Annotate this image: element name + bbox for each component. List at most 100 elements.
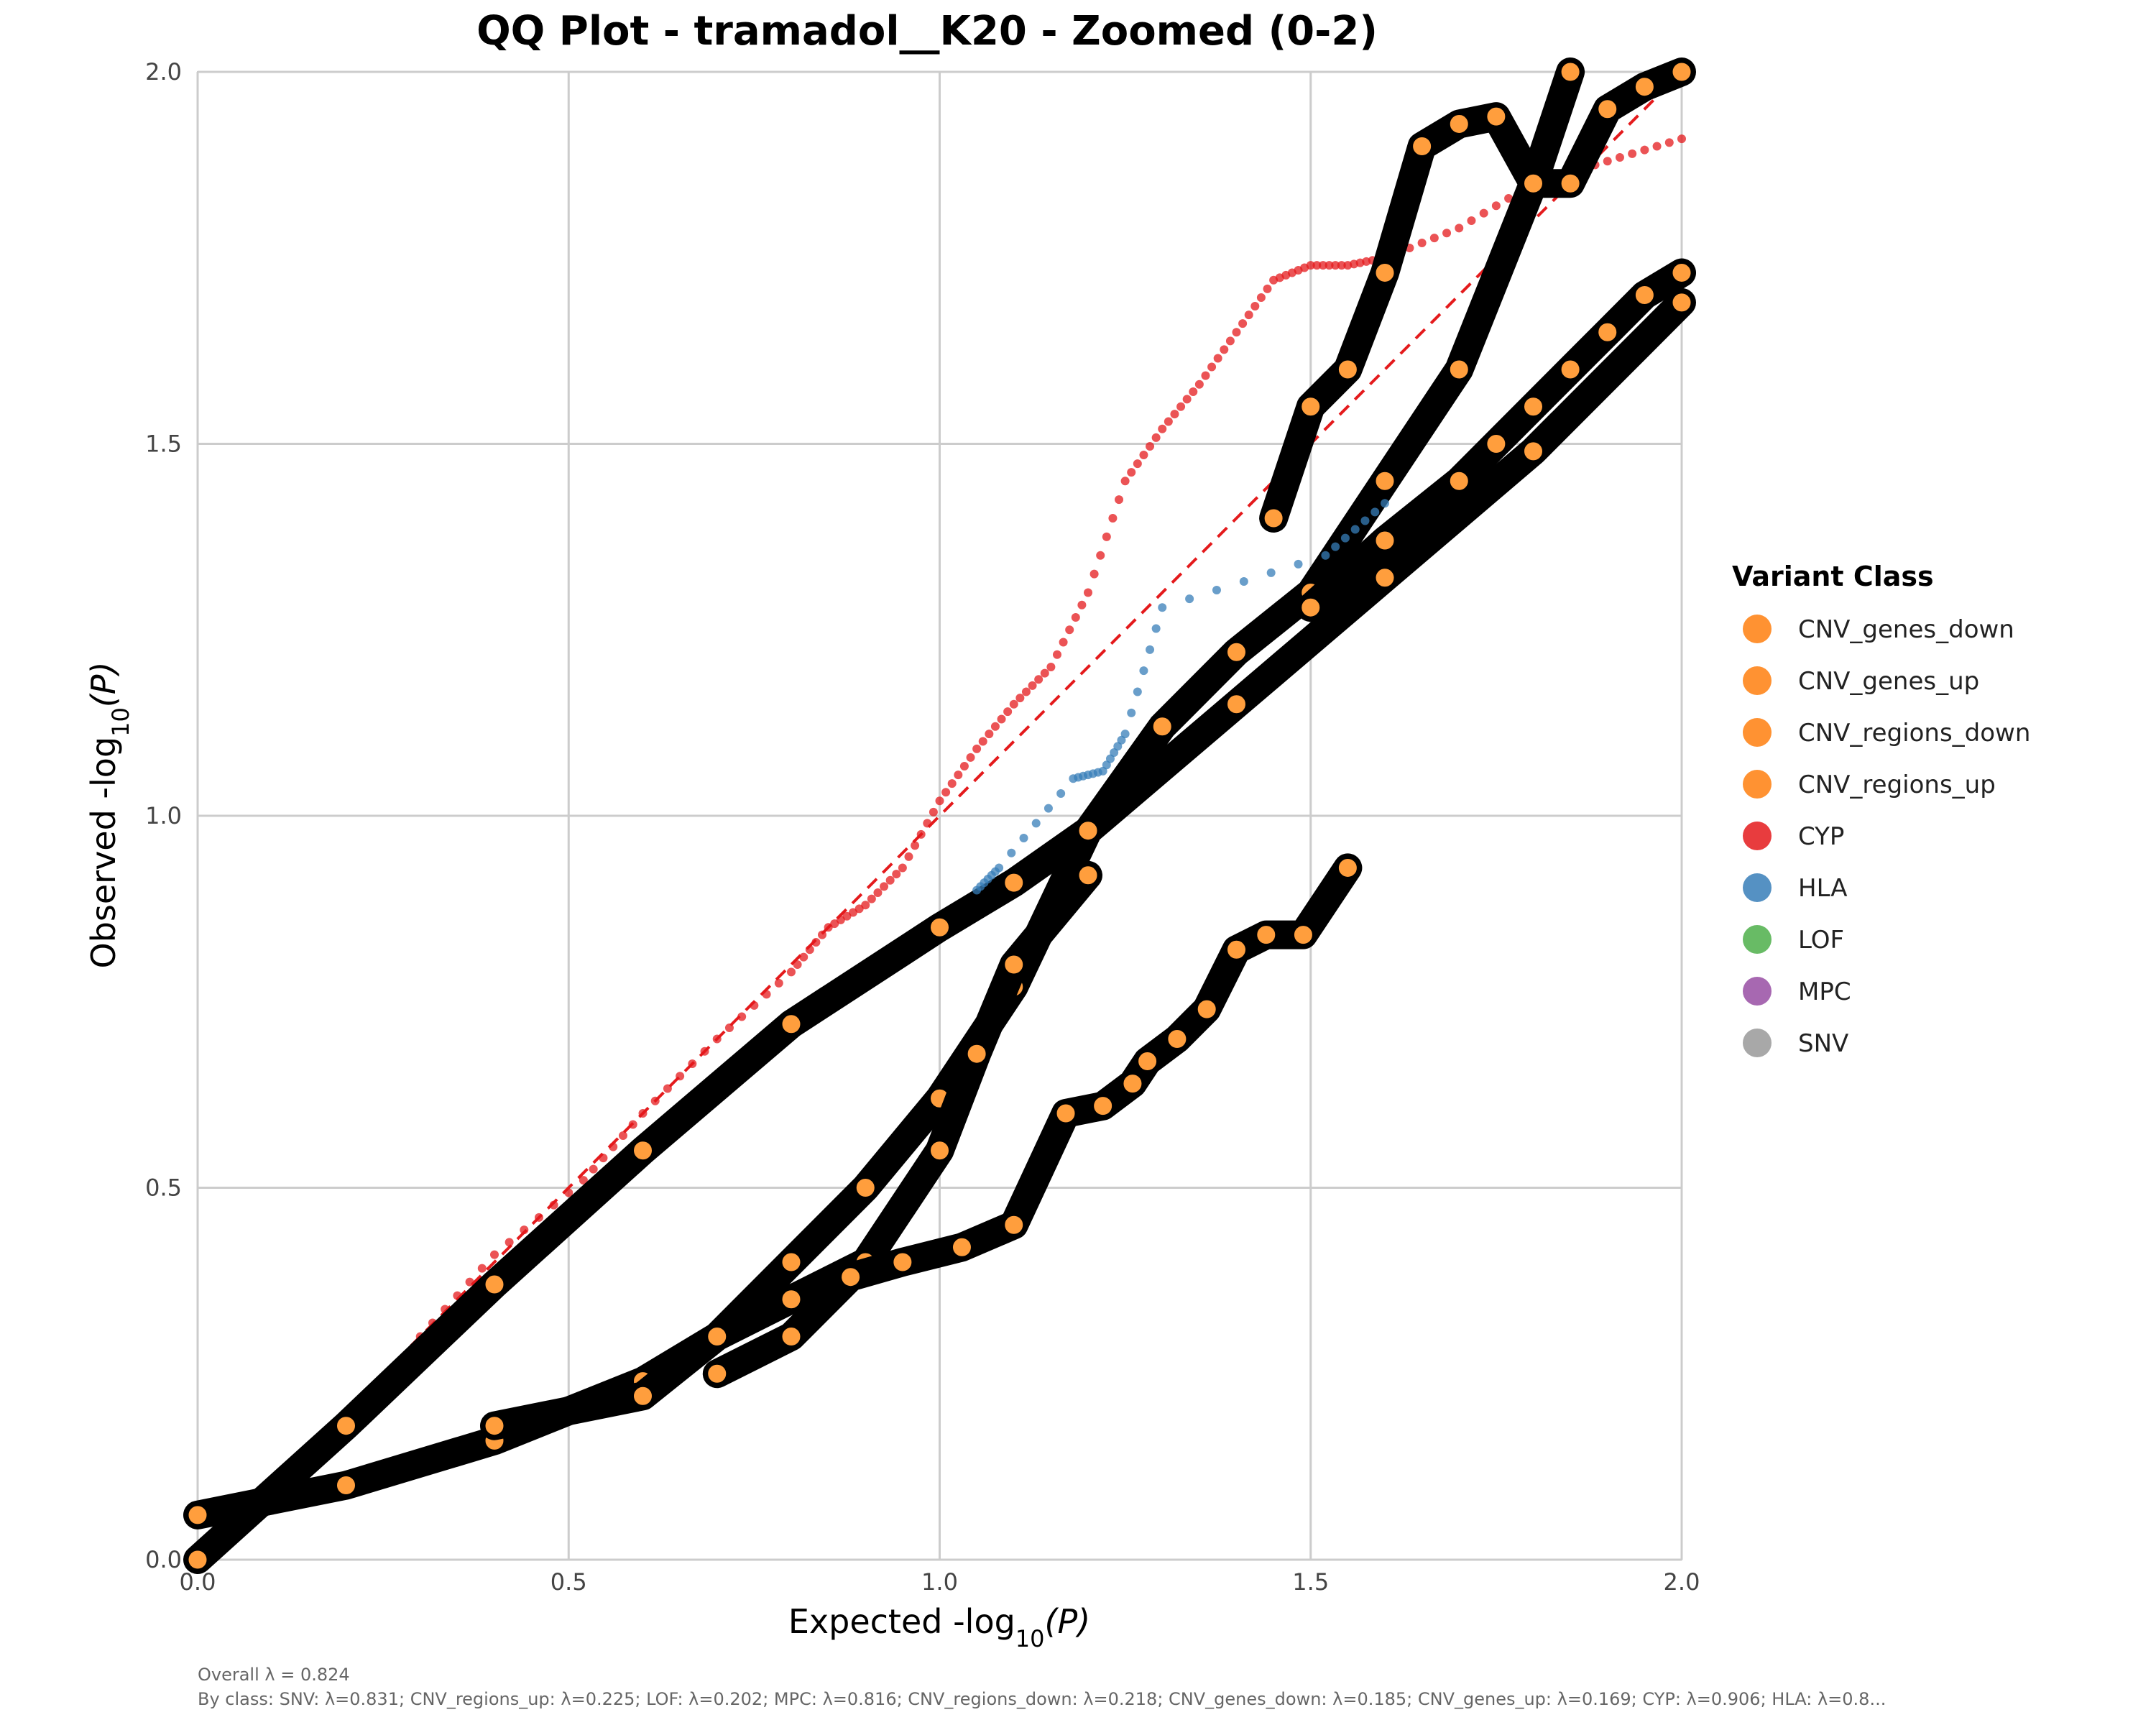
data-point (1163, 1025, 1192, 1053)
data-point (1222, 638, 1250, 666)
data-point (1296, 593, 1325, 622)
data-point (618, 1131, 627, 1141)
legend-swatch (1743, 873, 1772, 902)
data-point (1556, 169, 1585, 198)
data-point (1176, 402, 1186, 411)
data-point (959, 762, 969, 770)
data-point (549, 1200, 558, 1210)
data-point (1164, 417, 1173, 426)
data-point (480, 1270, 509, 1299)
footnote-overall-lambda: Overall λ = 0.824 (198, 1665, 350, 1685)
data-point (1350, 525, 1360, 534)
data-point (923, 819, 932, 828)
data-point (1108, 514, 1118, 523)
data-point (505, 1238, 514, 1247)
data-point (1007, 848, 1016, 857)
data-point (703, 1359, 732, 1388)
legend-label: SNV (1798, 1029, 1848, 1058)
data-point (1127, 468, 1136, 477)
data-point (799, 952, 808, 962)
data-point (1467, 216, 1476, 225)
data-point (1244, 310, 1253, 320)
data-point (818, 930, 827, 939)
data-point (579, 1176, 588, 1185)
data-point (911, 841, 920, 850)
data-point (777, 1285, 806, 1314)
data-point (628, 1120, 637, 1129)
data-point (1056, 788, 1066, 798)
data-point (609, 1142, 618, 1151)
data-point (873, 888, 883, 897)
data-point (1628, 149, 1637, 158)
data-point (1074, 861, 1102, 890)
data-point (1519, 392, 1547, 421)
data-point (1333, 853, 1362, 882)
data-point (1445, 355, 1473, 384)
data-point (1051, 1099, 1080, 1128)
data-point (599, 1154, 608, 1163)
data-point (1370, 526, 1399, 555)
legend-item: CNV_regions_down (1743, 718, 2030, 748)
data-point (1664, 138, 1674, 147)
data-point (1442, 229, 1452, 238)
data-point (1340, 533, 1350, 543)
data-point (1652, 142, 1662, 151)
data-point (854, 904, 864, 914)
legend-swatch (1743, 822, 1772, 850)
data-point (1158, 603, 1167, 612)
data-point (332, 1412, 360, 1440)
series-band (183, 288, 1696, 1574)
data-point (777, 1010, 806, 1039)
data-point (926, 1136, 954, 1165)
data-point (183, 1501, 212, 1530)
data-point (861, 901, 870, 910)
data-point (947, 1233, 976, 1261)
data-point (1256, 293, 1266, 302)
data-point (837, 1263, 865, 1292)
data-point (762, 990, 771, 999)
data-point (1321, 551, 1330, 560)
data-point (1096, 551, 1105, 560)
series-cnv-genes-down (702, 853, 1363, 1389)
data-point (1052, 650, 1061, 659)
data-point (1266, 568, 1276, 577)
footnote-class-lambdas: By class: SNV: λ=0.831; CNV_regions_up: … (198, 1689, 1886, 1709)
data-point (1677, 134, 1686, 144)
data-point (1201, 371, 1210, 380)
y-tick-label: 1.5 (145, 431, 182, 458)
data-point (1115, 495, 1124, 505)
x-tick-label: 0.5 (550, 1568, 587, 1596)
y-tick-label: 2.0 (145, 58, 182, 86)
data-point (1189, 387, 1198, 397)
data-point (947, 779, 957, 788)
legend-items: CNV_genes_down CNV_genes_up CNV_regions_do… (1743, 615, 2030, 1058)
data-point (453, 1291, 462, 1300)
legend-swatch (1743, 718, 1772, 747)
data-point (1630, 281, 1659, 309)
data-point (954, 770, 963, 780)
data-point (650, 1096, 660, 1105)
data-point (477, 1264, 487, 1273)
data-point (1071, 613, 1080, 622)
series-layer (183, 58, 1696, 1574)
data-point (997, 714, 1006, 724)
data-point (962, 1039, 991, 1068)
legend-swatch (1743, 770, 1772, 799)
series-snv (183, 288, 1696, 1574)
y-tick-label: 1.0 (145, 802, 182, 829)
legend-swatch (1743, 925, 1772, 954)
series-cnv-genes-up (1259, 58, 1696, 533)
y-axis-label: Observed -log10(P) (84, 661, 134, 968)
data-point (1640, 145, 1649, 155)
data-point (1146, 645, 1155, 654)
data-point (1139, 666, 1148, 676)
data-point (1059, 638, 1068, 647)
data-point (1381, 499, 1389, 508)
legend-label: LOF (1798, 926, 1844, 954)
data-point (700, 1046, 709, 1056)
legend-title: Variant Class (1732, 561, 1934, 592)
data-point (805, 945, 814, 954)
data-point (1031, 819, 1041, 828)
data-point (564, 1188, 573, 1197)
data-point (1325, 261, 1334, 270)
